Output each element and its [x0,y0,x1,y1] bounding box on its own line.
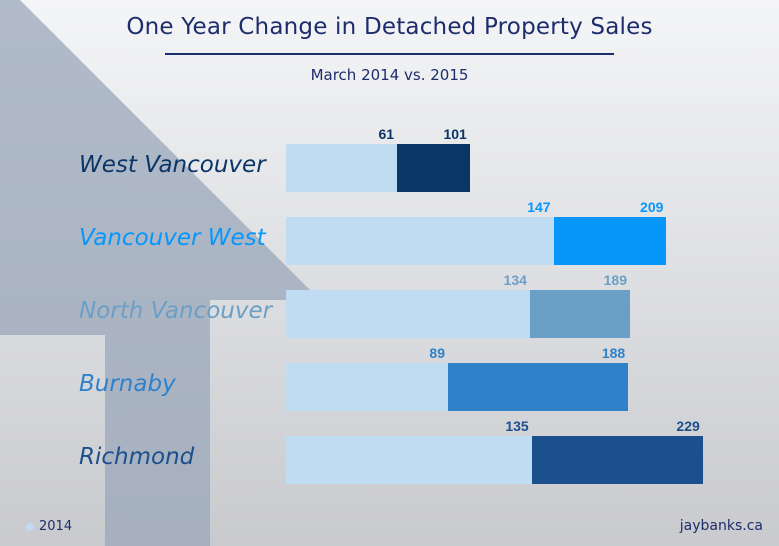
value-label-2014-north-vancouver: 134 [503,272,527,288]
category-label-richmond: Richmond [79,444,195,470]
source-credit: jaybanks.ca [679,518,763,534]
value-label-2015-vancouver-west: 209 [640,199,664,215]
bar-2014-burnaby [286,363,448,411]
bar-2015-vancouver-west [553,217,667,265]
category-label-north-vancouver: North Vancouver [79,298,273,324]
category-label-vancouver-west: Vancouver West [79,225,266,251]
value-label-2014-richmond: 135 [505,418,529,434]
value-label-2014-burnaby: 89 [429,345,445,361]
bar-2015-north-vancouver [529,290,630,338]
category-label-west-vancouver: West Vancouver [79,152,266,178]
value-label-2015-burnaby: 188 [601,345,626,361]
bar-2014-richmond [286,436,532,484]
legend-label-2014: 2014 [39,519,73,534]
title-underline [165,53,614,55]
legend-dot-2014 [26,522,34,531]
bar-2014-vancouver-west [286,217,554,265]
bar-2014-north-vancouver [286,290,530,338]
bar-2014-west-vancouver [286,144,398,192]
bar-2015-burnaby [447,363,629,411]
chart-title: One Year Change in Detached Property Sal… [126,14,653,40]
value-label-2015-west-vancouver: 101 [443,126,467,142]
bar-2015-west-vancouver [397,144,470,192]
chart-subtitle: March 2014 vs. 2015 [310,66,469,84]
legend: 2014 [26,519,72,534]
bar-2015-richmond [531,436,703,484]
category-label-burnaby: Burnaby [79,371,176,397]
value-label-2015-north-vancouver: 189 [603,272,627,288]
value-label-2015-richmond: 229 [676,418,700,434]
value-label-2014-west-vancouver: 61 [378,126,395,142]
value-label-2014-vancouver-west: 147 [527,199,551,215]
